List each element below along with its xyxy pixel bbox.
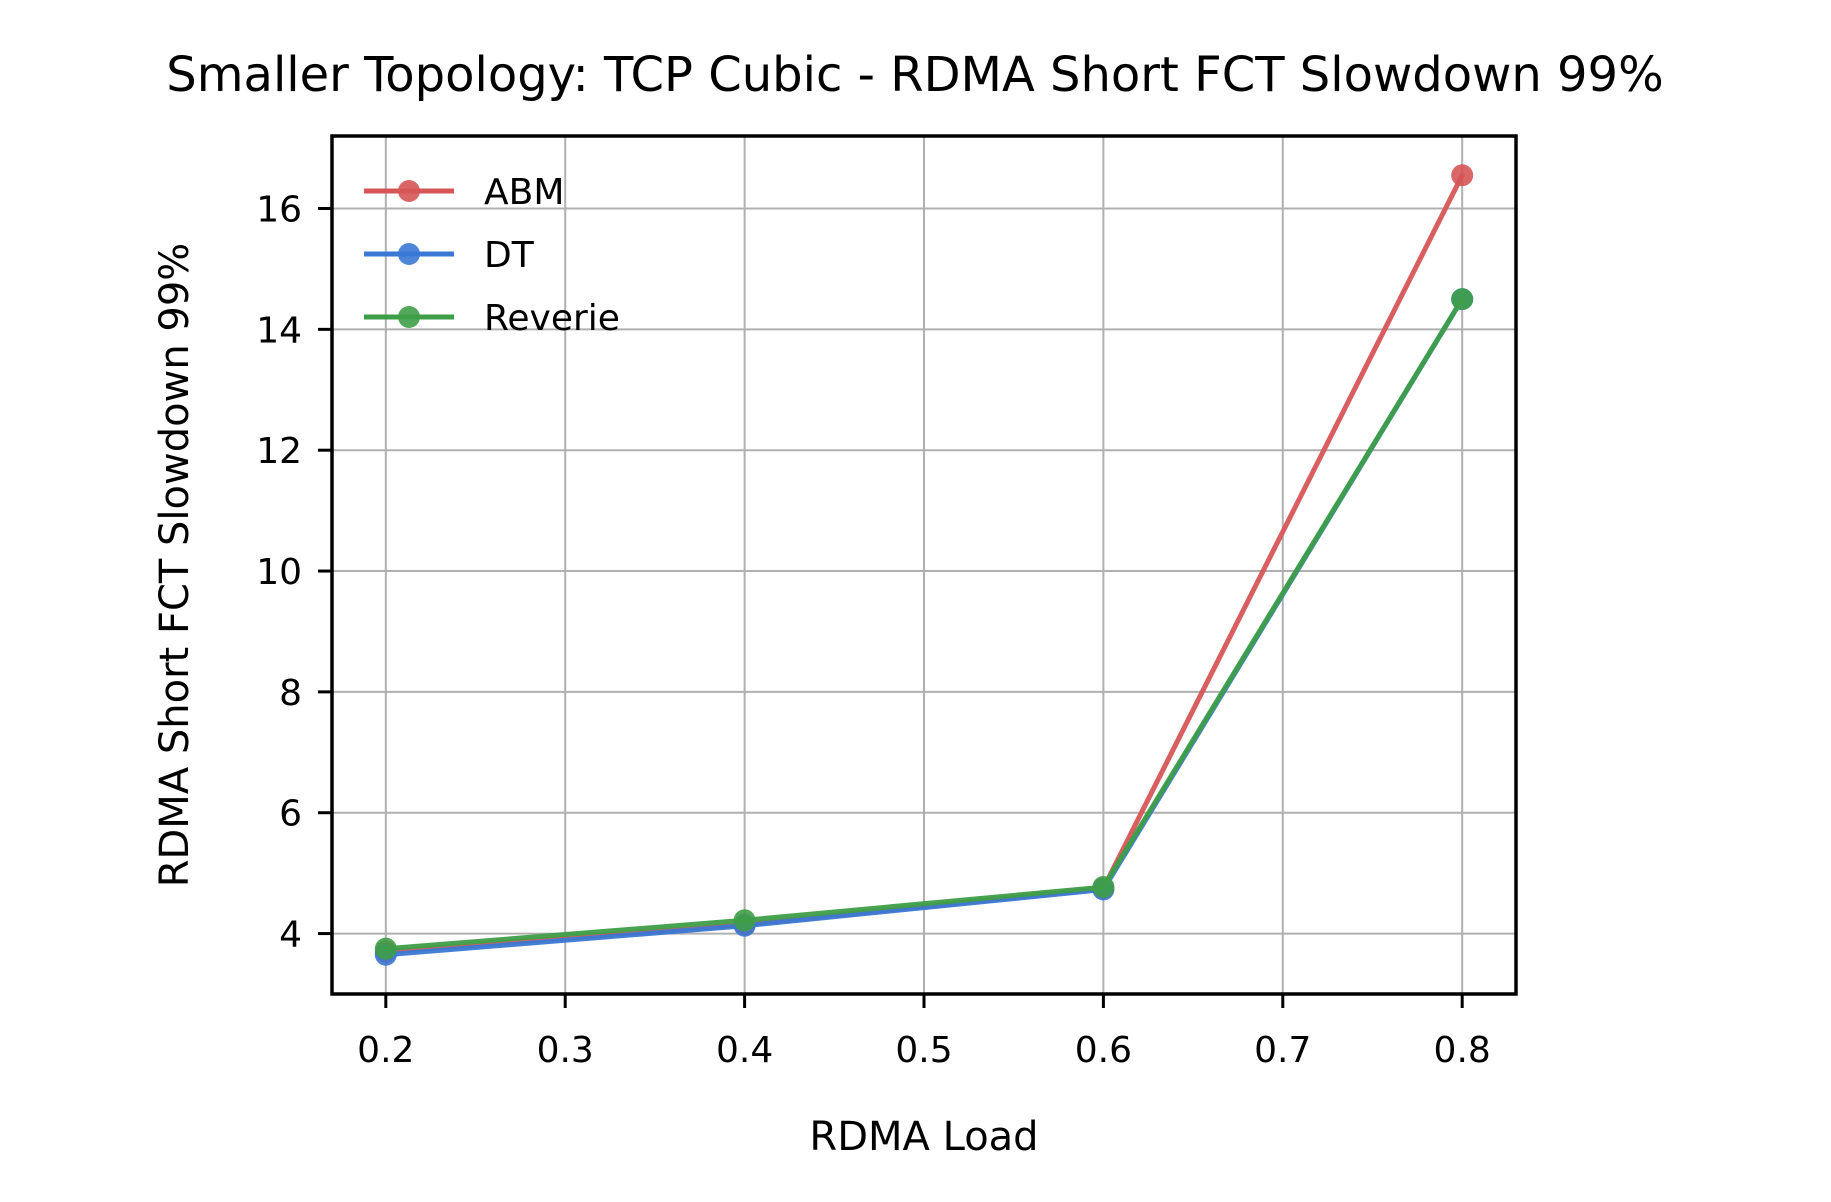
- legend-item-abm: ABM: [364, 172, 564, 213]
- y-tick-label: 8: [279, 673, 302, 714]
- chart-title: Smaller Topology: TCP Cubic - RDMA Short…: [166, 47, 1663, 103]
- legend-item-reverie: Reverie: [364, 298, 620, 339]
- x-tick-label: 0.8: [1434, 1030, 1491, 1071]
- legend-marker: [398, 243, 420, 265]
- x-tick-label: 0.6: [1075, 1030, 1132, 1071]
- x-tick-label: 0.5: [895, 1030, 952, 1071]
- y-tick-label: 12: [256, 431, 302, 472]
- x-tick-label: 0.4: [716, 1030, 773, 1071]
- x-tick-label: 0.7: [1254, 1030, 1311, 1071]
- data-point-reverie: [374, 937, 397, 960]
- y-tick-label: 6: [279, 794, 302, 835]
- data-point-abm: [1451, 164, 1474, 187]
- legend-label: DT: [484, 235, 535, 276]
- data-point-reverie: [733, 909, 756, 932]
- legend-label: Reverie: [484, 298, 620, 339]
- x-tick-label: 0.3: [537, 1030, 594, 1071]
- series-line-reverie: [383, 296, 1465, 952]
- legend-item-dt: DT: [364, 235, 535, 276]
- x-axis-ticks: 0.2 0.3 0.4 0.5 0.6 0.7 0.8: [357, 994, 1491, 1071]
- data-series: [374, 164, 1474, 966]
- y-tick-label: 16: [256, 190, 302, 231]
- x-tick-label: 0.2: [357, 1030, 414, 1071]
- y-axis-label: RDMA Short FCT Slowdown 99%: [152, 243, 198, 888]
- y-tick-label: 10: [256, 552, 302, 593]
- legend-marker: [398, 306, 420, 328]
- series-reverie: [374, 288, 1474, 960]
- y-axis-ticks: 4 6 8 10 12 14 16: [256, 190, 332, 956]
- legend: ABM DT Reverie: [364, 172, 620, 339]
- data-point-reverie: [1092, 876, 1115, 899]
- y-tick-label: 4: [279, 915, 302, 956]
- legend-label: ABM: [484, 172, 564, 213]
- x-axis-label: RDMA Load: [809, 1114, 1038, 1160]
- plot-area: [330, 134, 1518, 996]
- legend-marker: [398, 180, 420, 202]
- data-point-reverie: [1451, 288, 1474, 311]
- y-tick-label: 14: [256, 310, 302, 351]
- grid-lines: [332, 136, 1516, 994]
